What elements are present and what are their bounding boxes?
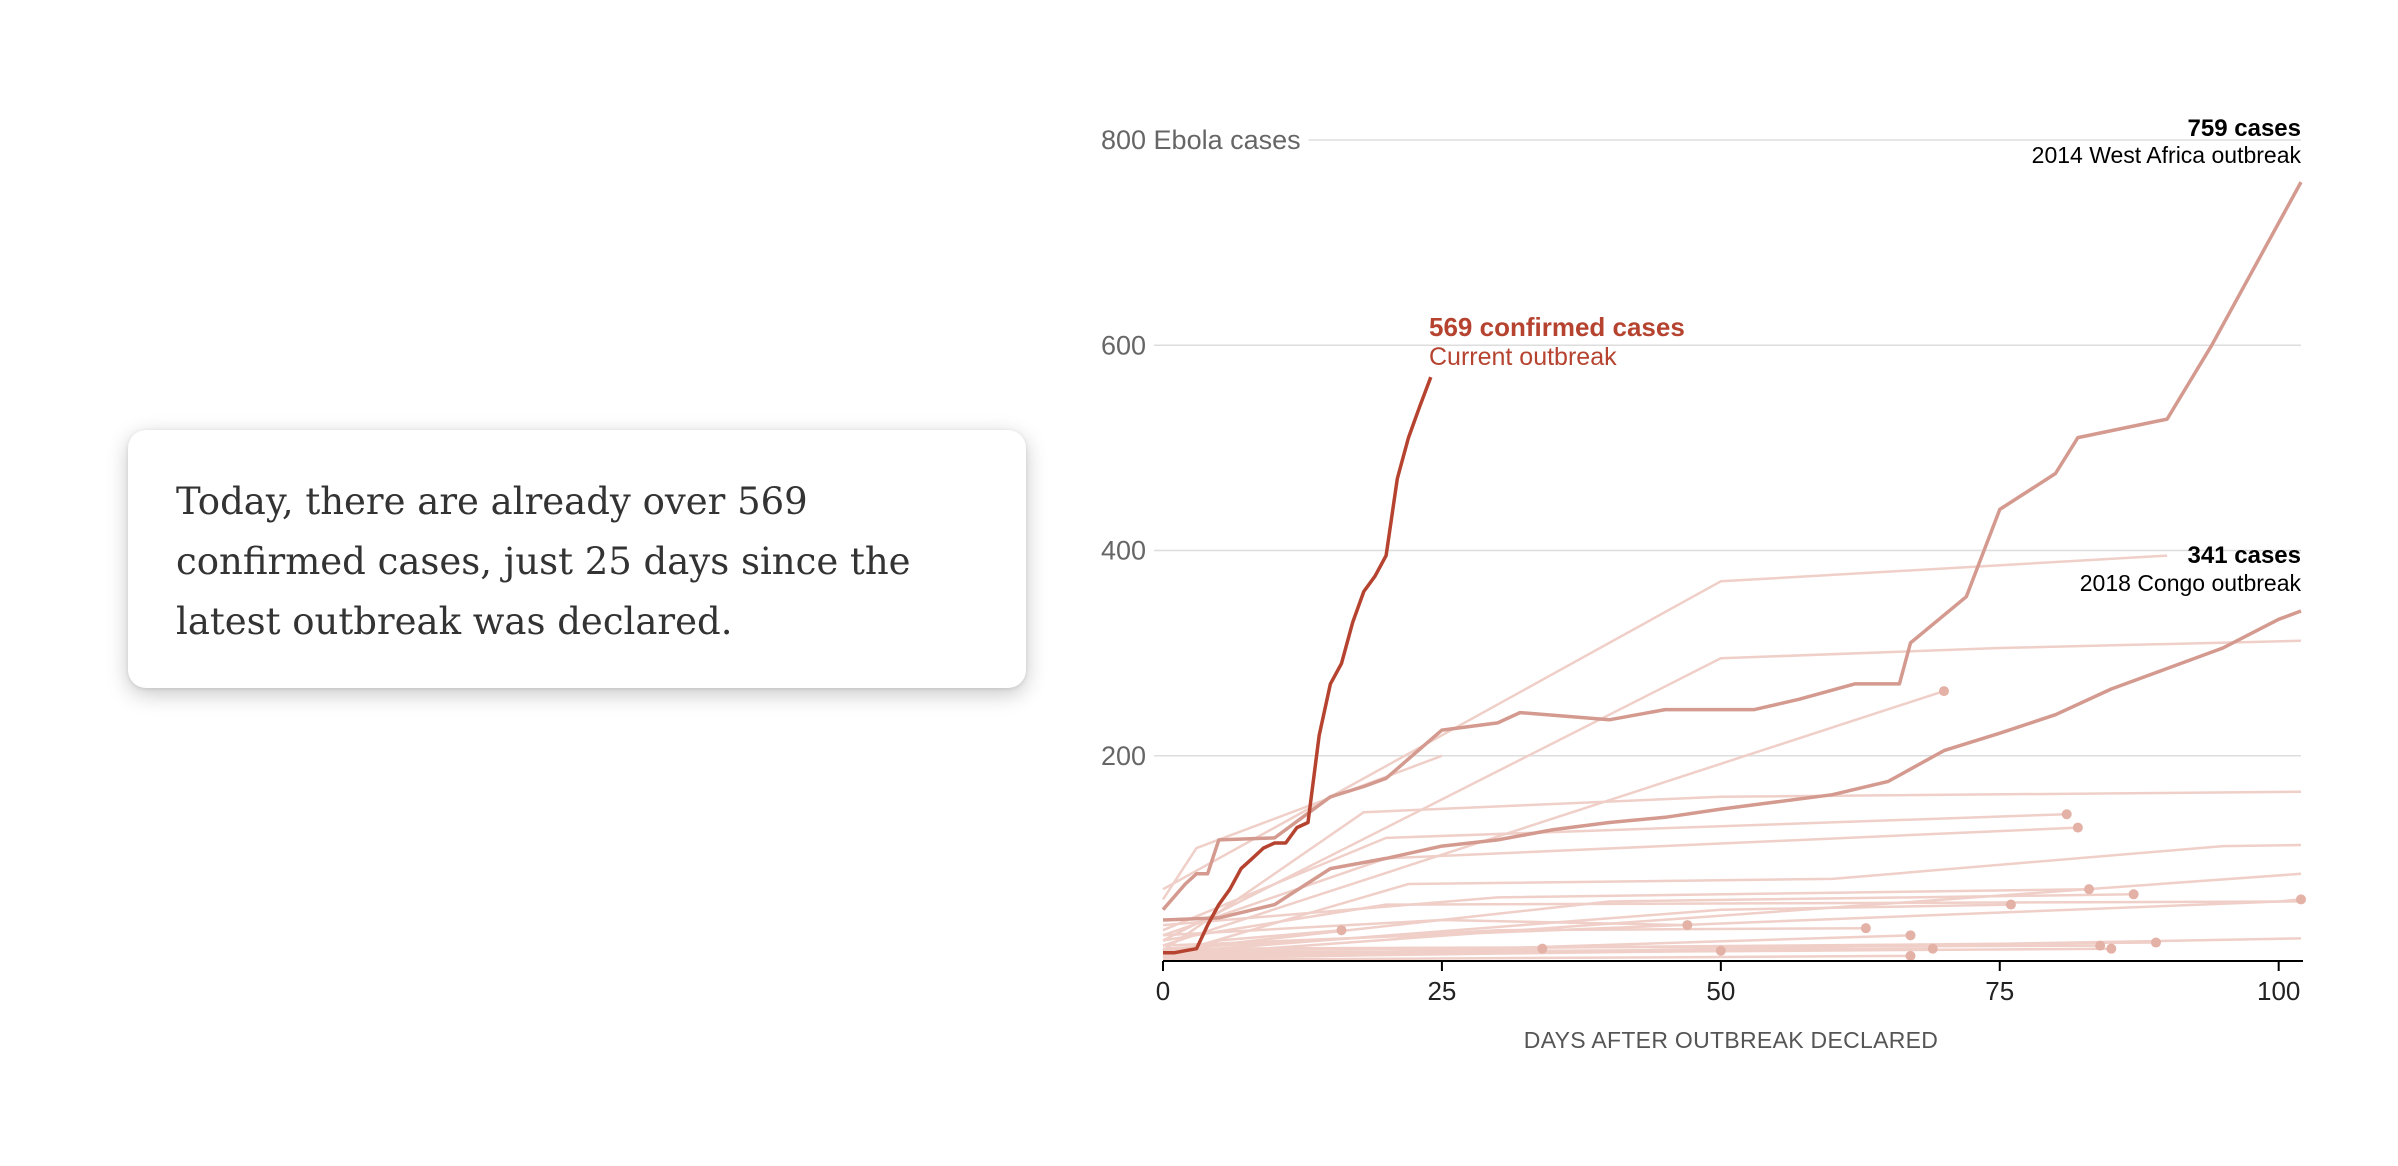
y-tick-label: 400 xyxy=(1101,536,1146,566)
current-outbreak-line xyxy=(1163,376,1433,955)
outbreak-end-dot xyxy=(1682,920,1693,931)
outbreak-end-dot xyxy=(2150,937,2161,948)
background-outbreak-line xyxy=(1162,887,2090,927)
annotation-text: Today, there are already over 569 confir… xyxy=(176,480,911,643)
x-tick-label: 100 xyxy=(2257,976,2300,1006)
annotation-card: Today, there are already over 569 confir… xyxy=(128,430,1026,688)
outbreak-end-dot xyxy=(2084,884,2095,895)
outbreak-end-dot xyxy=(2106,943,2117,954)
background-outbreak-line xyxy=(1162,937,2302,961)
background-outbreak-line xyxy=(1162,900,2302,942)
background-outbreak-line xyxy=(1162,954,1911,962)
x-tick-label: 0 xyxy=(1156,976,1170,1006)
background-outbreak-line xyxy=(1162,554,2168,891)
outbreak-end-dot xyxy=(2095,940,2106,951)
outbreak-end-dot xyxy=(1938,686,1949,697)
outbreak-end-dot xyxy=(1537,943,1548,954)
x-tick-label: 75 xyxy=(1985,976,2014,1006)
outbreak-end-dot xyxy=(2296,894,2306,905)
west-africa-value-label: 759 cases xyxy=(2188,115,2301,142)
background-outbreak-line xyxy=(1162,843,2302,958)
background-outbreak-line xyxy=(1162,689,1945,947)
background-outbreak-line xyxy=(1162,926,1866,950)
background-outbreak-line xyxy=(1162,918,1688,937)
background-outbreak-line xyxy=(1162,639,2302,942)
outbreak-end-dot xyxy=(2061,809,2072,820)
background-outbreak-line xyxy=(1161,754,1443,901)
west-africa-name-label: 2014 West Africa outbreak xyxy=(2032,142,2302,168)
west-africa-2014-line xyxy=(1161,181,2303,911)
x-tick-label: 25 xyxy=(1427,976,1456,1006)
outbreak-end-dot xyxy=(1927,943,1938,954)
outbreak-end-dot xyxy=(1905,950,1916,961)
outbreak-end-dot xyxy=(2005,899,2016,910)
background-outbreak-line xyxy=(1162,893,2134,952)
congo-name-label: 2018 Congo outbreak xyxy=(2080,570,2302,596)
x-tick-label: 50 xyxy=(1706,976,1735,1006)
congo-2018-line xyxy=(1162,609,2302,922)
y-tick-label: 600 xyxy=(1101,330,1146,360)
current-name-label: Current outbreak xyxy=(1429,343,1617,371)
outbreak-end-dot xyxy=(1336,925,1347,936)
outbreak-end-dot xyxy=(2072,822,2083,833)
outbreak-end-dot xyxy=(1715,945,1726,956)
x-axis-title: DAYS AFTER OUTBREAK DECLARED xyxy=(1524,1027,1938,1053)
outbreak-end-dot xyxy=(1860,923,1871,934)
background-outbreak-line xyxy=(1162,947,2112,957)
current-value-label: 569 confirmed cases xyxy=(1429,312,1685,342)
outbreak-end-dot xyxy=(2128,889,2139,900)
y-tick-label: 800 Ebola cases xyxy=(1101,125,1301,155)
background-outbreak-line xyxy=(1162,812,2067,932)
outbreak-end-dot xyxy=(1905,930,1916,941)
background-outbreak-line xyxy=(1162,790,2302,952)
congo-value-label: 341 cases xyxy=(2188,542,2301,569)
background-outbreak-line xyxy=(1162,872,2302,958)
y-tick-label: 200 xyxy=(1101,741,1146,771)
